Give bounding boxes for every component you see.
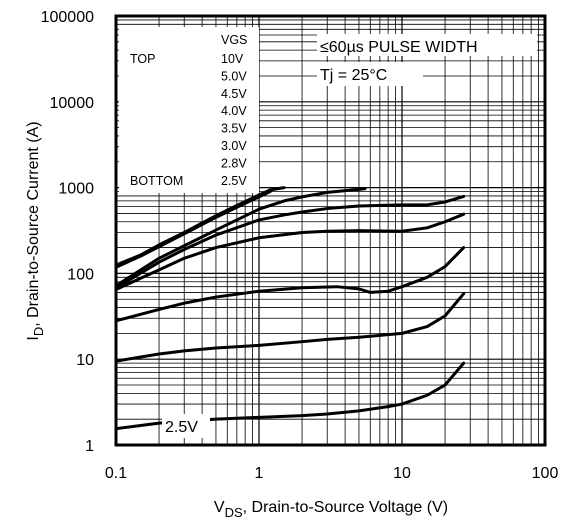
y-tick-label: 1 bbox=[85, 438, 94, 455]
temperature-annotation: Tj = 25°C bbox=[320, 67, 387, 84]
curve-3 bbox=[114, 187, 367, 288]
legend-entries: 10V 5.0V 4.5V 4.0V 3.5V 3.0V 2.8V 2.5V bbox=[221, 52, 247, 188]
curve-7 bbox=[114, 292, 466, 363]
curve-6 bbox=[114, 246, 466, 323]
x-tick-label: 100 bbox=[532, 465, 559, 482]
y-axis-title-rest: , Drain-to-Source Current (A) bbox=[25, 121, 42, 326]
legend-box bbox=[119, 27, 259, 193]
legend-entry: 5.0V bbox=[221, 69, 247, 83]
curve-4 bbox=[114, 194, 466, 290]
curve-5 bbox=[114, 212, 466, 291]
x-axis-title-subscript: DS bbox=[225, 505, 243, 520]
curve-label-2.5v: 2.5V bbox=[165, 419, 198, 436]
legend-entry: 2.5V bbox=[221, 174, 247, 188]
x-tick-label: 10 bbox=[393, 465, 411, 482]
legend-entry: 10V bbox=[221, 52, 244, 66]
legend-entry: 2.8V bbox=[221, 156, 247, 170]
pulse-width-annotation: ≤60µs PULSE WIDTH bbox=[320, 39, 478, 56]
curve-2 bbox=[114, 190, 272, 269]
x-axis-title-rest: , Drain-to-Source Voltage (V) bbox=[243, 499, 448, 516]
legend-bottom-label: BOTTOM bbox=[130, 174, 183, 188]
legend-top-label: TOP bbox=[130, 52, 155, 66]
x-axis-title-prefix: V bbox=[214, 499, 225, 516]
pulse-width-box bbox=[317, 34, 537, 56]
y-axis-title: ID, Drain-to-Source Current (A) bbox=[25, 121, 46, 340]
legend-header: VGS bbox=[221, 33, 247, 47]
y-tick-label: 10000 bbox=[50, 95, 95, 112]
legend-entry: 3.0V bbox=[221, 139, 247, 153]
y-tick-labels: 1 10 100 1000 10000 100000 bbox=[41, 9, 94, 455]
y-axis-title-subscript: D bbox=[31, 327, 46, 336]
y-tick-label: 100000 bbox=[41, 9, 94, 26]
legend-entry: 3.5V bbox=[221, 122, 247, 136]
y-tick-label: 1000 bbox=[58, 181, 94, 198]
temperature-box bbox=[317, 62, 423, 86]
y-axis-title-prefix: I bbox=[25, 336, 42, 340]
x-axis-title: VDS, Drain-to-Source Voltage (V) bbox=[214, 499, 448, 520]
plot-frame bbox=[114, 14, 547, 447]
curves bbox=[114, 186, 466, 431]
y-tick-label: 10 bbox=[76, 352, 94, 369]
legend-entry: 4.5V bbox=[221, 87, 247, 101]
x-tick-label: 1 bbox=[255, 465, 264, 482]
curve-label-box bbox=[162, 414, 210, 438]
y-tick-label: 100 bbox=[67, 266, 94, 283]
x-tick-label: 0.1 bbox=[105, 465, 127, 482]
x-tick-labels: 0.1 1 10 100 bbox=[105, 465, 559, 482]
legend-entry: 4.0V bbox=[221, 104, 247, 118]
